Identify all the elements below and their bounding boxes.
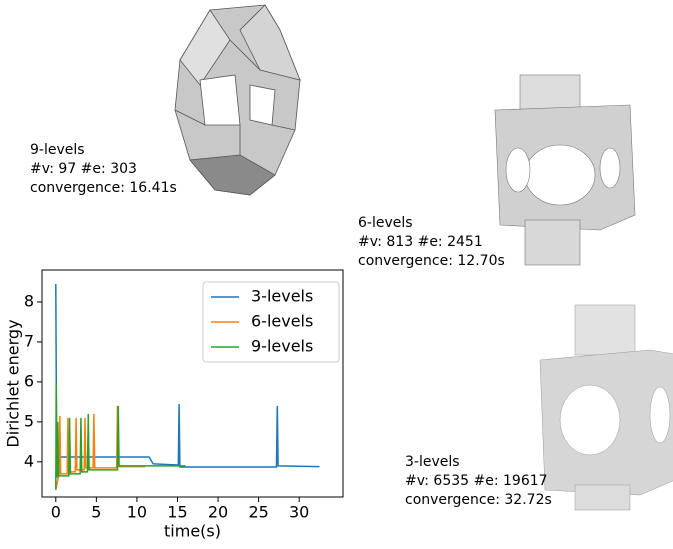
x-tick-label: 5 [91,503,101,522]
mesh-caption: #v: 6535 #e: 19617 [405,473,548,489]
x-tick-label: 15 [167,503,187,522]
mesh-caption: 3-levels [405,454,460,470]
y-tick-label: 6 [24,371,34,390]
mesh-caption: convergence: 32.72s [405,492,552,508]
mesh-caption: convergence: 12.70s [358,253,505,269]
mesh-caption: #v: 97 #e: 303 [30,161,137,177]
x-axis-label: time(s) [164,522,221,541]
legend-label: 6-levels [251,312,313,331]
legend-label: 9-levels [251,337,313,356]
y-axis-label: Dirichlet energy [4,319,23,447]
mesh-caption: convergence: 16.41s [30,180,177,196]
mesh-6-levels [495,75,635,265]
y-tick-label: 5 [24,411,34,430]
x-tick-label: 25 [248,503,268,522]
chart: 0 5 10 15 20 25 30 4 5 6 7 8 time(s) Dirichlet energy… [4,270,344,541]
figure: 9-levels #v: 97 #e: 303 convergence: 16.41… [0,0,673,545]
y-tick-label: 4 [24,451,34,470]
mesh-caption: 9-levels [30,142,85,158]
x-tick-label: 20 [208,503,228,522]
legend-label: 3-levels [251,287,313,306]
mesh-3-levels [540,305,673,510]
y-tick-label: 8 [24,291,34,310]
mesh-caption: 6-levels [358,215,413,231]
y-tick-label: 7 [24,331,34,350]
x-tick-label: 30 [289,503,309,522]
mesh-caption: #v: 813 #e: 2451 [358,234,483,250]
mesh-9-levels [175,5,300,195]
x-tick-label: 10 [127,503,147,522]
x-tick-label: 0 [51,503,61,522]
